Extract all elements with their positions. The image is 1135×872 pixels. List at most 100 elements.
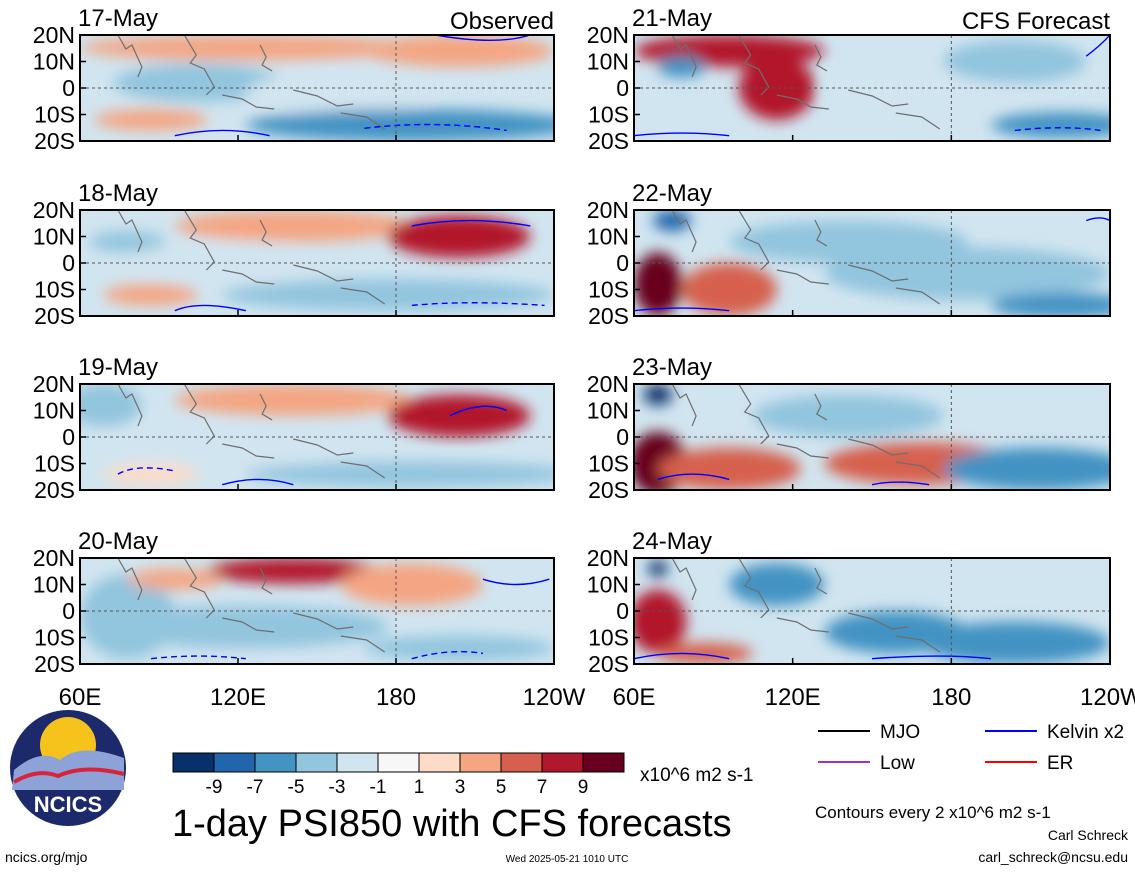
author-email: carl_schreck@ncsu.edu [978, 849, 1128, 865]
anomaly-region [103, 284, 199, 306]
anomaly-region [634, 252, 682, 316]
anomaly-region [174, 384, 412, 416]
anomaly-region [80, 35, 412, 61]
y-tick-label: 0 [62, 424, 75, 450]
y-tick-label: 0 [62, 75, 75, 101]
anomaly-region [919, 621, 1110, 664]
colorbar-label: -9 [206, 777, 223, 798]
x-tick-label: 120E [210, 684, 266, 711]
footer-url: ncics.org/mjo [5, 849, 88, 865]
kelvin-contour [151, 655, 246, 660]
anomaly-region [127, 241, 317, 285]
y-tick-label: 20S [588, 651, 629, 677]
colorbar-swatch [172, 752, 215, 773]
y-tick-label: 10S [34, 625, 75, 651]
kelvin-contour [1014, 127, 1101, 132]
coastline [671, 210, 941, 305]
kelvin-contour [634, 307, 730, 312]
anomaly-region [943, 40, 1087, 83]
x-tick-label: 120W [1080, 684, 1135, 711]
anomaly-region [738, 56, 815, 120]
colorbar-swatch [582, 752, 625, 773]
anomaly-region [245, 109, 554, 141]
y-tick-label: 10S [588, 102, 629, 128]
colorbar-label: -3 [329, 777, 346, 798]
chart-title: 1-day PSI850 with CFS forecasts [172, 803, 732, 845]
y-tick-label: 10N [587, 398, 629, 424]
observed-label: Observed [450, 8, 554, 35]
kelvin-contour [1085, 35, 1110, 57]
logo-text: NCICS [34, 792, 102, 817]
y-tick-label: 0 [616, 598, 629, 624]
y-tick-label: 10S [588, 625, 629, 651]
anomaly-region [103, 605, 389, 649]
panel-date: 18-May [78, 180, 158, 207]
legend-label: Kelvin x2 [1047, 722, 1124, 743]
anomaly-region [364, 35, 554, 67]
kelvin-contour [871, 655, 992, 660]
y-tick-label: 20N [33, 197, 75, 223]
y-tick-label: 20N [33, 22, 75, 48]
colorbar-swatch [295, 752, 338, 773]
colorbar-swatch [254, 752, 297, 773]
anomaly-region [113, 63, 284, 102]
y-tick-label: 0 [616, 424, 629, 450]
y-tick-label: 20S [34, 128, 75, 154]
colorbar-swatch [336, 752, 379, 773]
panel-date: 20-May [78, 528, 158, 555]
y-tick-label: 20N [587, 197, 629, 223]
kelvin-contour [657, 473, 730, 481]
y-tick-label: 0 [62, 250, 75, 276]
footer-timestamp: Wed 2025-05-21 1010 UTC [506, 854, 629, 865]
panel-date: 23-May [632, 354, 712, 381]
panels-group: 20N10N010S20S17-May20N10N010S20S18-May20… [33, 5, 1111, 677]
kelvin-contour [482, 578, 550, 586]
y-tick-label: 20S [588, 128, 629, 154]
anomaly-region [388, 394, 531, 437]
anomaly-region [991, 112, 1110, 138]
anomaly-region [643, 384, 673, 406]
anomaly-region [364, 635, 554, 661]
y-tick-label: 20S [588, 303, 629, 329]
anomaly-region [657, 642, 754, 664]
kelvin-contour [1085, 217, 1110, 222]
kelvin-contour [411, 219, 531, 227]
colorbar-swatch [500, 752, 543, 773]
kelvin-contour [411, 650, 484, 660]
panel-date: 17-May [78, 5, 158, 32]
y-tick-label: 20N [587, 545, 629, 571]
legend: MJO Kelvin x2 Low ER [818, 722, 1124, 774]
anomaly-region [991, 292, 1110, 316]
coastline [671, 558, 941, 653]
colorbar-label: 9 [578, 777, 589, 798]
y-tick-label: 10N [33, 398, 75, 424]
y-tick-label: 20N [587, 22, 629, 48]
y-tick-label: 10S [34, 277, 75, 303]
kelvin-contour [364, 123, 507, 132]
y-tick-label: 10N [587, 49, 629, 75]
kelvin-contour [634, 652, 730, 660]
y-tick-label: 20N [33, 371, 75, 397]
colorbar: -9 -7 -5 -3 -1 1 3 5 7 9 [172, 752, 625, 798]
colorbar-label: 3 [455, 777, 466, 798]
y-tick-label: 10N [33, 224, 75, 250]
legend-label: MJO [880, 722, 920, 743]
panel-date: 19-May [78, 354, 158, 381]
y-tick-label: 20S [588, 477, 629, 503]
kelvin-contour [411, 302, 545, 307]
colorbar-swatch [418, 752, 461, 773]
x-tick-label: 120W [523, 684, 586, 711]
anomaly-region [824, 247, 1110, 301]
kelvin-contour [174, 304, 247, 312]
anomaly-region [245, 72, 436, 115]
anomaly-region [89, 231, 166, 253]
anomaly-region [103, 463, 199, 485]
anomaly-region [634, 589, 687, 654]
anomaly-region [729, 563, 825, 606]
colorbar-swatch [377, 752, 420, 773]
